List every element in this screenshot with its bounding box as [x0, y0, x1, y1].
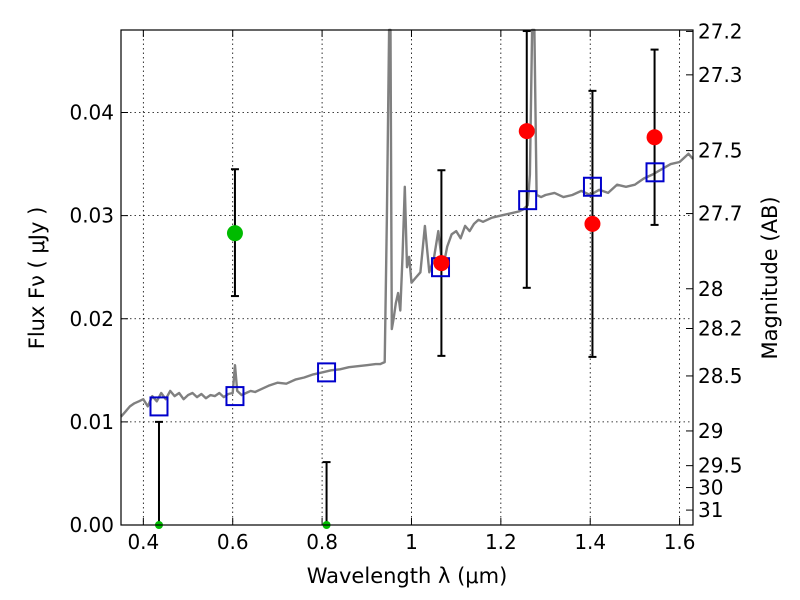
mag-tick-label: 28: [698, 277, 723, 301]
x-tick-label: 1.4: [574, 530, 606, 554]
y-tick-label: 0.04: [69, 101, 114, 125]
plot-frame: [120, 29, 694, 526]
mag-tick-label: 30: [698, 476, 723, 500]
photometry-square: [518, 190, 538, 211]
mag-tick-label: 28.2: [698, 316, 743, 340]
y-tick-label: 0.01: [69, 410, 114, 434]
mag-tick-label: 27.3: [698, 63, 743, 87]
x-tick-label: 1: [405, 530, 418, 554]
x-tick-label: 0.8: [306, 530, 338, 554]
y-tick-label: 0.02: [69, 307, 114, 331]
red-point: [584, 215, 601, 232]
red-point: [433, 255, 450, 272]
x-tick-label: 1.2: [485, 530, 517, 554]
photometry-square: [149, 396, 169, 417]
x-tick-label: 0.4: [127, 530, 159, 554]
mag-tick-label: 29: [698, 419, 723, 443]
spectrum-layer: [120, 28, 694, 418]
red-point: [646, 129, 663, 146]
x-tick-label: 1.6: [664, 530, 696, 554]
y-right-axis-title: Magnitude (AB): [758, 196, 782, 359]
spectrum-line: [120, 28, 694, 418]
mag-tick-label: 28.5: [698, 364, 743, 388]
photometry-squares: [149, 162, 665, 417]
error-bars: [154, 30, 659, 525]
photometry-square: [225, 386, 245, 407]
mag-tick-label: 31: [698, 498, 723, 522]
green-point: [226, 225, 243, 242]
mag-tick-label: 27.7: [698, 202, 743, 226]
red-point: [518, 123, 535, 140]
grid: [121, 30, 693, 526]
photometry-square: [317, 362, 337, 383]
y-tick-label: 0.03: [69, 204, 114, 228]
x-tick-label: 0.6: [217, 530, 249, 554]
y-axis-title: Flux Fν ( μJy ): [25, 207, 49, 350]
mag-tick-label: 27.2: [698, 19, 743, 43]
y-tick-label: 0.00: [69, 513, 114, 537]
photometry-square: [645, 162, 665, 183]
mag-tick-label: 29.5: [698, 454, 743, 478]
axis-ticks: 0.4 0.6 0.8 1 1.2 1.4 1.6 0.00 0.01 0.02 0.03 0.04 2…: [69, 19, 742, 554]
photometry-square: [582, 176, 602, 197]
mag-tick-label: 27.5: [698, 139, 743, 163]
x-axis-title: Wavelength λ (μm): [307, 564, 508, 588]
observed-points: [154, 123, 663, 529]
